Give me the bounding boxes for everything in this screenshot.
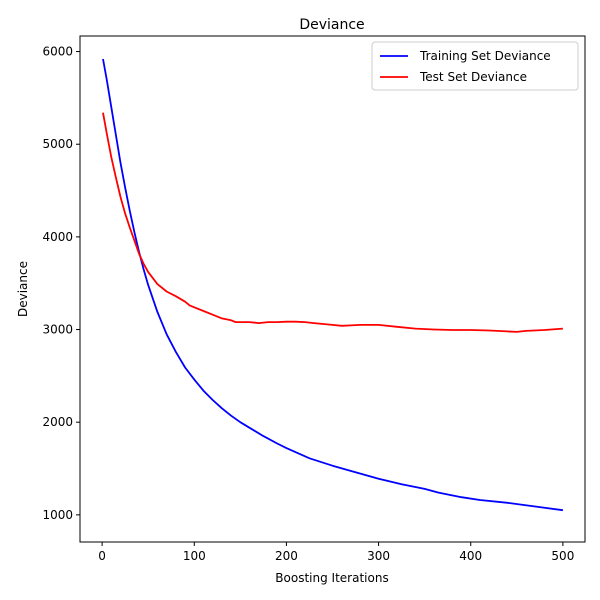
series-layer <box>102 58 564 512</box>
legend-frame <box>371 41 579 91</box>
y-tick-label: 4000 <box>42 230 73 244</box>
x-tick-label: 0 <box>98 549 106 563</box>
series-line-test-set-deviance <box>102 112 563 333</box>
x-tick-label: 200 <box>275 549 298 563</box>
legend: Training Set Deviance Test Set Deviance <box>371 41 579 91</box>
y-tick-label: 6000 <box>42 45 73 59</box>
legend-label-training: Training Set Deviance <box>419 49 551 63</box>
x-tick-label: 400 <box>459 549 482 563</box>
x-tick-label: 500 <box>551 549 574 563</box>
y-tick-label: 3000 <box>42 323 73 337</box>
y-tick-label: 2000 <box>42 415 73 429</box>
series-line-training-set-deviance <box>102 58 564 512</box>
y-tick-label: 1000 <box>42 508 73 522</box>
x-tick-label: 300 <box>367 549 390 563</box>
ticks-layer: 0 100 200 300 400 500 1000 2000 3000 4000 5000 6000 <box>42 45 574 563</box>
y-tick-label: 5000 <box>42 137 73 151</box>
x-tick-label: 100 <box>183 549 206 563</box>
legend-label-test: Test Set Deviance <box>419 70 527 84</box>
chart-title: Deviance <box>299 17 364 33</box>
x-axis-title: Boosting Iterations <box>275 571 388 585</box>
plot-frame <box>79 35 586 543</box>
y-axis-title: Deviance <box>16 261 30 317</box>
